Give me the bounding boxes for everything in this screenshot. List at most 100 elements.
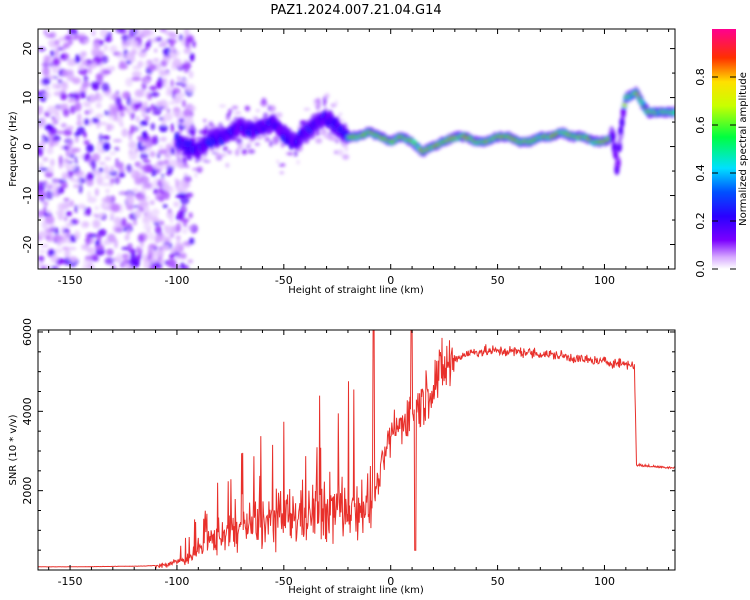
noise-blob: [170, 79, 174, 88]
noise-blob: [52, 68, 57, 74]
noise-blob: [151, 37, 158, 43]
noise-blob: [114, 227, 123, 233]
noise-blob: [180, 179, 187, 188]
noise-blob: [169, 253, 175, 259]
noise-blob: [176, 187, 183, 193]
noise-blob: [141, 81, 147, 91]
noise-blob: [188, 212, 193, 219]
colorbar-ticks: 0.0 0.2 0.4 0.6 0.8: [694, 68, 736, 278]
noise-blob: [96, 143, 101, 152]
noise-blob: [44, 182, 52, 188]
noise-blob: [86, 60, 94, 64]
y-tick-label: 10: [21, 91, 34, 105]
noise-blob: [278, 163, 286, 167]
noise-blob: [166, 86, 173, 93]
noise-blob: [54, 110, 60, 117]
noise-blob: [84, 118, 90, 126]
noise-blob: [330, 134, 338, 142]
noise-blob: [88, 93, 97, 103]
noise-blob: [170, 217, 174, 224]
noise-blob: [269, 111, 275, 115]
noise-blob: [46, 105, 57, 115]
noise-blob: [315, 129, 319, 137]
noise-blob: [154, 48, 158, 53]
noise-blob: [76, 126, 85, 135]
noise-blob: [65, 223, 74, 227]
noise-blob: [45, 86, 50, 91]
noise-blob: [268, 104, 271, 112]
noise-blob: [42, 93, 46, 97]
noise-blob: [90, 237, 95, 245]
noise-blob: [115, 29, 125, 34]
snr-ylabel: SNR (10 * v/v): [8, 414, 19, 485]
noise-blob: [121, 44, 127, 50]
noise-blob: [119, 111, 125, 118]
noise-blob: [86, 247, 96, 254]
noise-blob: [121, 253, 130, 259]
noise-blob: [64, 158, 69, 163]
noise-blob: [125, 77, 133, 87]
noise-blob: [103, 43, 108, 52]
noise-blob: [175, 179, 180, 189]
noise-blob: [176, 222, 181, 233]
noise-blob: [148, 63, 157, 72]
noise-blob: [102, 142, 111, 152]
noise-blob: [121, 91, 129, 100]
noise-blob: [169, 39, 175, 48]
noise-blob: [126, 96, 132, 107]
noise-blob: [231, 105, 239, 110]
y-tick-label: 0: [21, 143, 34, 150]
noise-blob: [97, 228, 107, 237]
noise-blob: [86, 144, 95, 153]
noise-blob: [187, 259, 194, 264]
x-tick-label: 100: [594, 274, 615, 287]
noise-blob: [163, 186, 172, 192]
noise-blob: [81, 81, 90, 88]
noise-blob: [94, 206, 99, 210]
noise-blob: [149, 85, 158, 91]
noise-blob: [166, 165, 173, 174]
noise-blob: [183, 47, 192, 55]
noise-blob: [114, 161, 124, 169]
noise-blob: [136, 245, 141, 254]
noise-blob: [92, 43, 102, 48]
noise-blob: [74, 55, 81, 64]
noise-blob: [45, 33, 54, 39]
noise-blob: [69, 256, 78, 263]
noise-blob: [131, 49, 136, 57]
noise-blob: [38, 255, 45, 262]
noise-blob: [81, 61, 88, 66]
noise-blob: [136, 196, 147, 202]
noise-blob: [141, 49, 148, 53]
noise-blob: [107, 233, 116, 243]
x-tick-label: -50: [275, 575, 293, 588]
noise-blob: [179, 218, 190, 223]
noise-blob: [40, 140, 46, 149]
noise-blob: [159, 235, 168, 244]
noise-blob: [117, 116, 124, 126]
noise-blob: [38, 181, 46, 191]
noise-blob: [173, 201, 180, 208]
noise-blob: [60, 92, 68, 101]
noise-blob: [42, 66, 50, 77]
noise-blob: [72, 218, 77, 225]
noise-blob: [91, 117, 100, 124]
noise-blob: [182, 99, 186, 108]
noise-blob: [143, 101, 148, 108]
noise-blob: [81, 265, 92, 269]
noise-blob: [166, 258, 177, 268]
noise-blob: [54, 248, 63, 254]
noise-blob: [184, 192, 194, 199]
noise-blob: [108, 111, 112, 121]
noise-blob: [38, 145, 43, 155]
noise-blob: [101, 55, 109, 64]
noise-blob: [177, 155, 181, 163]
noise-blob: [322, 100, 327, 107]
noise-blob: [113, 176, 121, 185]
noise-blob: [189, 52, 195, 62]
noise-blob: [69, 150, 76, 155]
spectrogram-marks: [38, 29, 675, 269]
noise-blob: [187, 155, 193, 161]
noise-blob: [168, 151, 171, 161]
noise-blob: [128, 140, 137, 150]
